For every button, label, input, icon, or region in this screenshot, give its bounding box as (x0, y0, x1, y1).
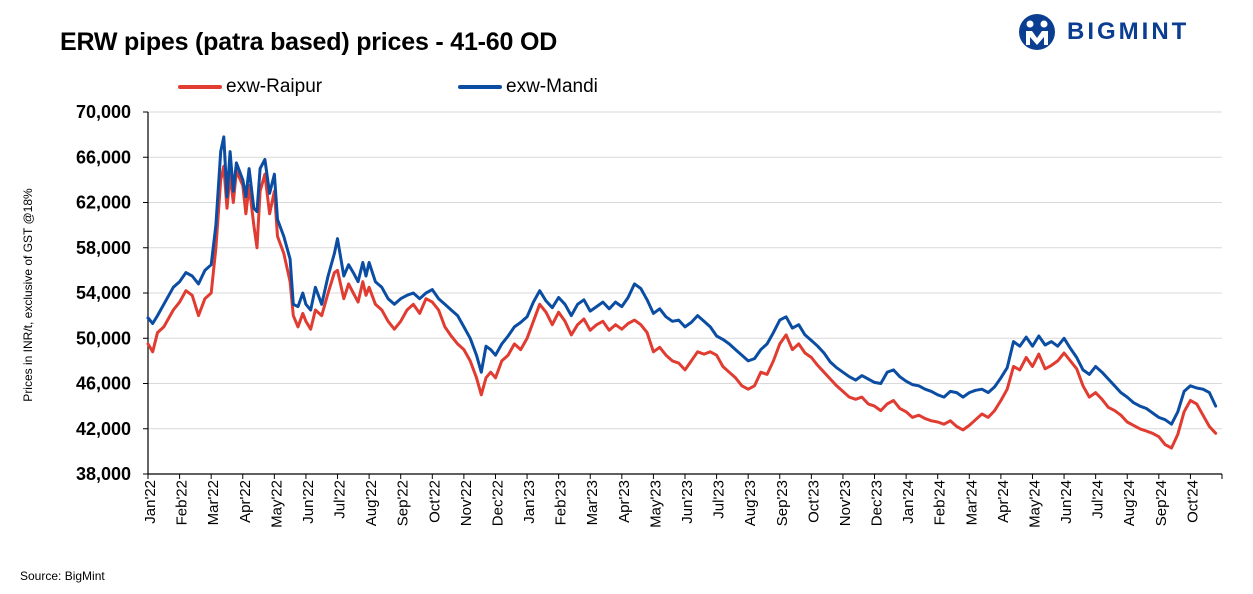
source-note: Source: BigMint (20, 569, 105, 583)
x-tick-label: Sep'23 (774, 480, 791, 526)
legend-item-mandi: exw-Mandi (458, 76, 598, 98)
x-tick-label: Jul'22 (332, 480, 349, 519)
series-line-exw-raipur (146, 164, 1218, 450)
legend-item-raipur: exw-Raipur (178, 76, 322, 98)
x-tick-label: Oct'23 (805, 480, 822, 523)
y-tick-label: 66,000 (76, 147, 131, 167)
x-tick-label: Jun'23 (679, 480, 696, 524)
chart-title: ERW pipes (patra based) prices - 41-60 O… (60, 28, 558, 56)
series-lines (146, 135, 1218, 450)
x-tick-labels: Jan'22 Feb'22 Mar'22 Apr'22 May'22 Jun'22 Jul'… (142, 480, 1201, 528)
y-tick-label: 58,000 (76, 238, 131, 258)
x-tick-label: Feb'23 (553, 480, 570, 525)
x-tick-label: Mar'22 (205, 480, 222, 525)
x-tick-label: Dec'23 (869, 480, 886, 526)
y-tick-label: 42,000 (76, 419, 131, 439)
x-tick-label: May'24 (1026, 480, 1043, 528)
bigmint-logo: BIGMINT (1015, 12, 1189, 52)
y-tick-label: 50,000 (76, 328, 131, 348)
x-tick-label: Jan'23 (521, 480, 538, 524)
y-tick-label: 62,000 (76, 193, 131, 213)
bigmint-logo-text: BIGMINT (1067, 18, 1190, 45)
y-tick-label: 46,000 (76, 374, 131, 394)
legend-label-raipur: exw-Raipur (226, 76, 323, 97)
y-tick-label: 54,000 (76, 283, 131, 303)
x-tick-label: Sep'24 (1153, 480, 1170, 526)
y-tick-label: 70,000 (76, 102, 131, 122)
x-tick-label: Oct'24 (1184, 480, 1201, 523)
axes (143, 111, 1223, 479)
x-tick-label: Jun'22 (300, 480, 317, 524)
bigmint-logo-icon (1019, 14, 1055, 50)
x-tick-label: Mar'24 (963, 480, 980, 525)
x-tick-label: Jul'23 (711, 480, 728, 519)
x-tick-label: Apr'22 (237, 480, 254, 523)
x-tick-label: Feb'24 (932, 480, 949, 525)
x-tick-label: Nov'22 (458, 480, 475, 526)
legend-label-mandi: exw-Mandi (506, 76, 598, 97)
legend-swatch-raipur (178, 85, 222, 89)
x-tick-label: Mar'23 (584, 480, 601, 525)
x-tick-label: Aug'24 (1121, 480, 1138, 526)
x-tick-label: Jul'24 (1090, 480, 1107, 519)
chart-legend: exw-Raipur exw-Mandi (0, 76, 700, 100)
x-tick-label: Apr'24 (995, 480, 1012, 523)
x-tick-label: Oct'22 (426, 480, 443, 523)
gridlines (148, 111, 1222, 430)
y-tick-label: 38,000 (76, 464, 131, 484)
legend-swatch-mandi (458, 85, 502, 89)
x-tick-label: Aug'22 (363, 480, 380, 526)
x-tick-label: Aug'23 (742, 480, 759, 526)
x-tick-label: Jan'24 (900, 480, 917, 524)
x-tick-label: Jun'24 (1058, 480, 1075, 524)
x-tick-label: May'23 (647, 480, 664, 528)
x-tick-label: Apr'23 (616, 480, 633, 523)
series-line-exw-mandi (146, 135, 1218, 426)
x-tick-label: Dec'22 (489, 480, 506, 526)
x-tick-label: May'22 (268, 480, 285, 528)
x-tick-label: Jan'22 (142, 480, 159, 524)
x-tick-label: Nov'23 (837, 480, 854, 526)
x-tick-label: Sep'22 (395, 480, 412, 526)
x-tick-label: Feb'22 (174, 480, 191, 525)
y-tick-labels: 38,000 42,000 46,000 50,000 54,000 58,000 62,0… (76, 102, 131, 484)
